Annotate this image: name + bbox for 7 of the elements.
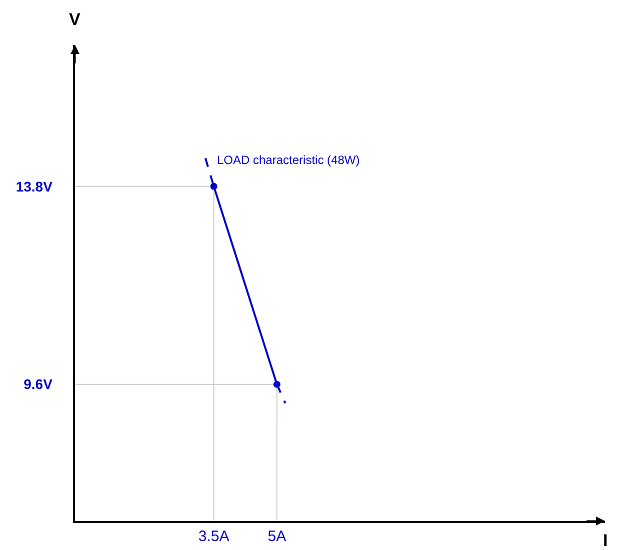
annotation: LOAD characteristic (48W) <box>217 153 360 167</box>
x-axis-title: I <box>603 531 608 550</box>
y-tick-label: 9.6V <box>24 376 54 392</box>
x-tick-label: 3.5A <box>198 528 230 545</box>
y-axis-title: V <box>69 10 81 29</box>
y-tick-label: 13.8V <box>16 178 54 194</box>
x-tick-label: 5A <box>268 528 286 545</box>
